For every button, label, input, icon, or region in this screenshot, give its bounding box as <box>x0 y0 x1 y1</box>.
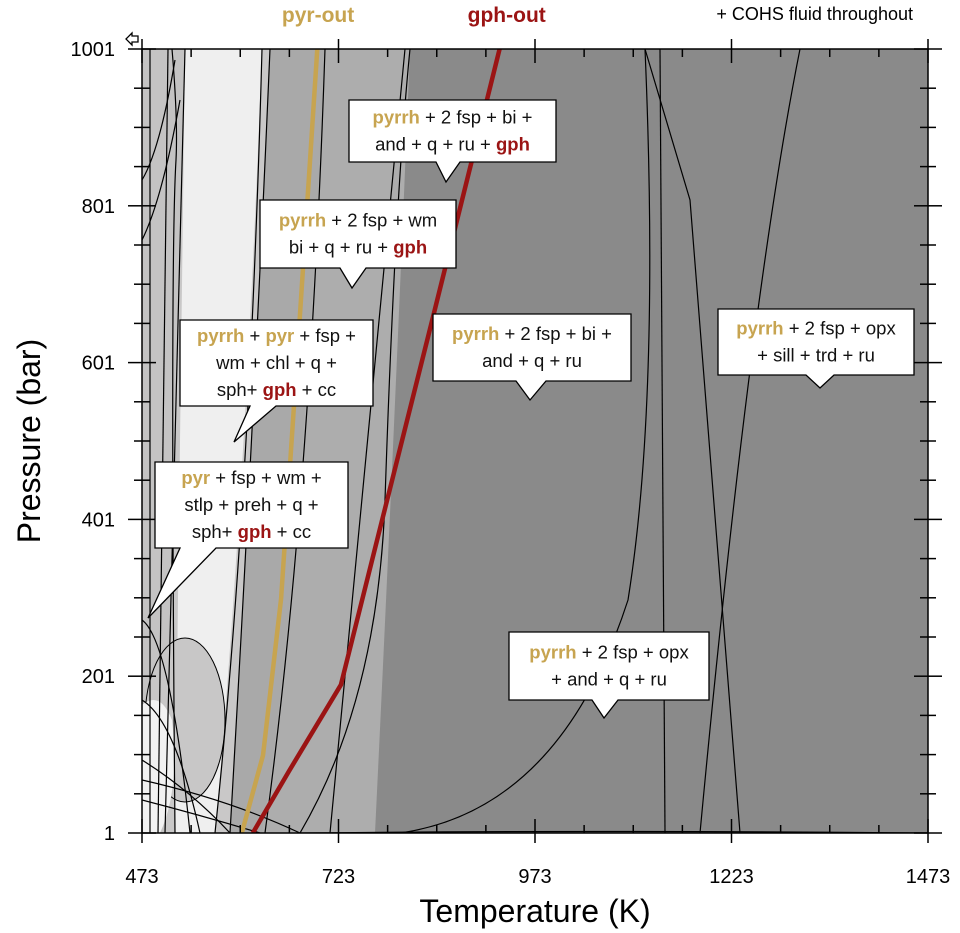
phase-gph: gph <box>393 237 427 258</box>
phase-text: bi + q + ru + <box>289 237 393 258</box>
callout-line: pyrrh + 2 fsp + wm <box>279 210 437 231</box>
pyr-out-label: pyr-out <box>282 4 354 27</box>
x-tick-label: 1223 <box>709 866 754 888</box>
callout-line: sph+ gph + cc <box>217 379 336 400</box>
callout-line: + and + q + ru <box>551 669 667 690</box>
callout-box <box>259 199 457 290</box>
phase-text: + 2 fsp + wm <box>326 210 437 231</box>
callout-line: bi + q + ru + gph <box>289 237 427 258</box>
x-tick-label: 723 <box>322 866 355 888</box>
callout-line: + sill + trd + ru <box>757 345 875 366</box>
callout-line: pyrrh + pyr + fsp + <box>197 325 356 346</box>
callout-2: pyrrh + 2 fsp + wm bi + q + ru + gph <box>259 199 457 290</box>
phase-pyr: pyr <box>265 325 294 346</box>
plot-area <box>142 49 928 833</box>
callout-box <box>179 319 374 443</box>
phase-text: + 2 fsp + bi + <box>420 107 533 128</box>
phase-text: + 2 fsp + bi + <box>499 323 612 344</box>
callout-line: pyrrh + 2 fsp + bi + <box>452 323 612 344</box>
x-tick-label: 473 <box>125 866 158 888</box>
y-tick-label: 1001 <box>71 39 116 61</box>
phase-text: + 2 fsp + opx <box>784 318 897 339</box>
callout-5: pyrrh + 2 fsp + opx + sill + trd + ru <box>717 308 915 389</box>
gph-out-boundary-line <box>250 49 502 833</box>
cursor-marker-icon <box>125 31 139 47</box>
callout-box <box>717 308 915 389</box>
phase-pyr: pyr <box>181 467 210 488</box>
y-tick-label: 401 <box>82 509 115 531</box>
callout-box <box>147 461 349 619</box>
phase-pyr: pyrrh <box>197 325 244 346</box>
phase-gph: gph <box>238 521 272 542</box>
callout-line: pyr + fsp + wm + <box>181 467 321 488</box>
phase-text: + fsp + wm + <box>210 467 322 488</box>
phase-text: wm + chl + q + <box>215 352 337 373</box>
y-tick-label: 1 <box>104 823 115 845</box>
callout-box <box>432 313 632 402</box>
x-axis-title: Temperature (K) <box>419 893 650 929</box>
y-axis-title: Pressure (bar) <box>11 339 47 544</box>
y-tick-label: 201 <box>82 666 115 688</box>
phase-text: + fsp + <box>294 325 356 346</box>
x-tick-label: 1473 <box>906 866 951 888</box>
phase-text: sph+ <box>192 521 238 542</box>
phase-text: and + q + ru <box>482 350 582 371</box>
callout-line: pyrrh + 2 fsp + bi + <box>373 107 533 128</box>
y-tick-label: 601 <box>82 353 115 375</box>
x-tick-label: 973 <box>518 866 551 888</box>
phase-pyr: pyrrh <box>736 318 783 339</box>
field-fill-lightest <box>175 49 262 833</box>
phase-text: + cc <box>272 521 312 542</box>
phase-text: sph+ <box>217 379 263 400</box>
phase-pyr: pyrrh <box>529 642 576 663</box>
callout-line: wm + chl + q + <box>215 352 337 373</box>
gph-out-label: gph-out <box>468 4 546 27</box>
axis-ticks <box>128 39 942 843</box>
phase-text: + cc <box>297 379 337 400</box>
phase-pyr: pyrrh <box>373 107 420 128</box>
phase-gph: gph <box>496 134 530 155</box>
x-tick-labels: 473 723 973 1223 1473 <box>125 866 950 888</box>
phase-text: + 2 fsp + opx <box>577 642 690 663</box>
y-tick-label: 801 <box>82 196 115 218</box>
callout-line: and + q + ru + gph <box>375 134 530 155</box>
field-label-callouts: pyrrh + 2 fsp + bi +and + q + ru + gphpy… <box>147 99 915 720</box>
callout-box <box>508 631 710 720</box>
y-tick-labels: 1 201 401 601 801 1001 <box>71 39 116 845</box>
phase-text: and + q + ru + <box>375 134 496 155</box>
callout-line: pyrrh + 2 fsp + opx <box>529 642 689 663</box>
callout-4: pyrrh + 2 fsp + bi + and + q + ru <box>432 313 632 402</box>
callout-6: pyr + fsp + wm + stlp + preh + q + sph+ gp… <box>147 461 349 619</box>
phase-pyr: pyrrh <box>279 210 326 231</box>
callout-3: pyrrh + pyr + fsp + wm + chl + q + sph+ gp… <box>179 319 374 443</box>
phase-gph: gph <box>263 379 297 400</box>
phase-text: + <box>244 325 265 346</box>
callout-box <box>348 99 557 184</box>
phase-text: + and + q + ru <box>551 669 667 690</box>
fluid-note: + COHS fluid throughout <box>716 4 913 24</box>
callout-7: pyrrh + 2 fsp + opx + and + q + ru <box>508 631 710 720</box>
phase-pyr: pyrrh <box>452 323 499 344</box>
phase-text: + sill + trd + ru <box>757 345 875 366</box>
phase-text: stlp + preh + q + <box>184 494 318 515</box>
callout-line: sph+ gph + cc <box>192 521 311 542</box>
callout-line: stlp + preh + q + <box>184 494 318 515</box>
callout-line: pyrrh + 2 fsp + opx <box>736 318 896 339</box>
callout-1: pyrrh + 2 fsp + bi + and + q + ru + gph <box>348 99 557 184</box>
callout-line: and + q + ru <box>482 350 582 371</box>
